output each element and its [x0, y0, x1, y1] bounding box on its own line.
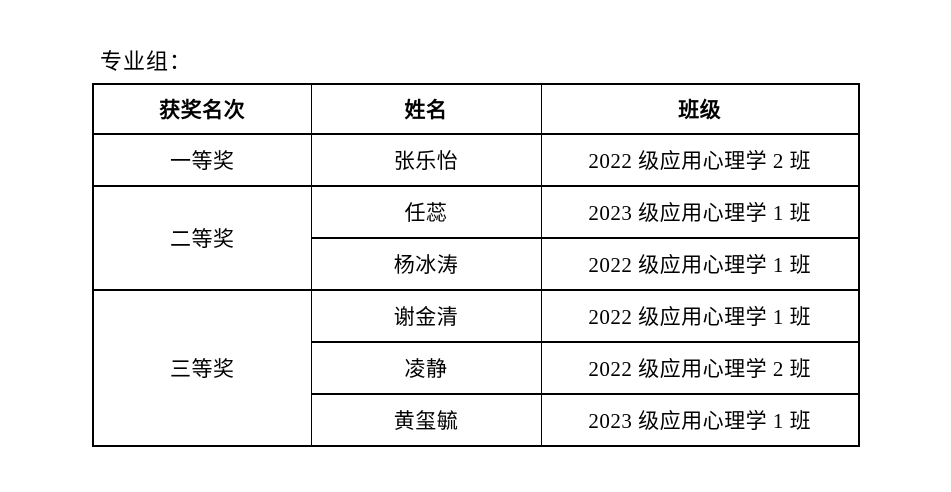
class-cell: 2022 级应用心理学 2 班 [540, 341, 860, 395]
class-cell: 2023 级应用心理学 1 班 [540, 185, 860, 239]
class-cell: 2022 级应用心理学 2 班 [540, 133, 860, 187]
class-cell: 2023 级应用心理学 1 班 [540, 393, 860, 447]
award-cell-first-prize: 一等奖 [92, 133, 312, 187]
award-cell-third-prize: 三等奖 [92, 289, 312, 447]
award-table: 获奖名次 姓名 班级 一等奖 张乐怡 2022 级应用心理学 2 班 二等奖 任… [92, 83, 860, 447]
header-class: 班级 [540, 83, 860, 135]
section-title: 专业组： [100, 49, 193, 74]
name-cell: 任蕊 [310, 185, 542, 239]
name-cell: 谢金清 [310, 289, 542, 343]
award-cell-second-prize: 二等奖 [92, 185, 312, 291]
header-award-rank: 获奖名次 [92, 83, 312, 135]
table-header-row: 获奖名次 姓名 班级 [92, 83, 860, 135]
name-cell: 黄玺毓 [310, 393, 542, 447]
header-name: 姓名 [310, 83, 542, 135]
table-row: 三等奖 谢金清 2022 级应用心理学 1 班 [92, 289, 860, 447]
table-row: 杨冰涛 2022 级应用心理学 1 班 [93, 237, 860, 291]
name-cell: 凌静 [310, 341, 542, 395]
table-row: 二等奖 任蕊 2023 级应用心理学 1 班 [92, 185, 860, 291]
name-cell: 张乐怡 [310, 133, 542, 187]
class-cell: 2022 级应用心理学 1 班 [540, 289, 860, 343]
name-cell: 杨冰涛 [310, 237, 542, 291]
table-row: 凌静 2022 级应用心理学 2 班 [93, 341, 860, 395]
table-row: 一等奖 张乐怡 2022 级应用心理学 2 班 [92, 133, 860, 187]
class-cell: 2022 级应用心理学 1 班 [540, 237, 860, 291]
table-row: 黄玺毓 2023 级应用心理学 1 班 [93, 393, 860, 447]
